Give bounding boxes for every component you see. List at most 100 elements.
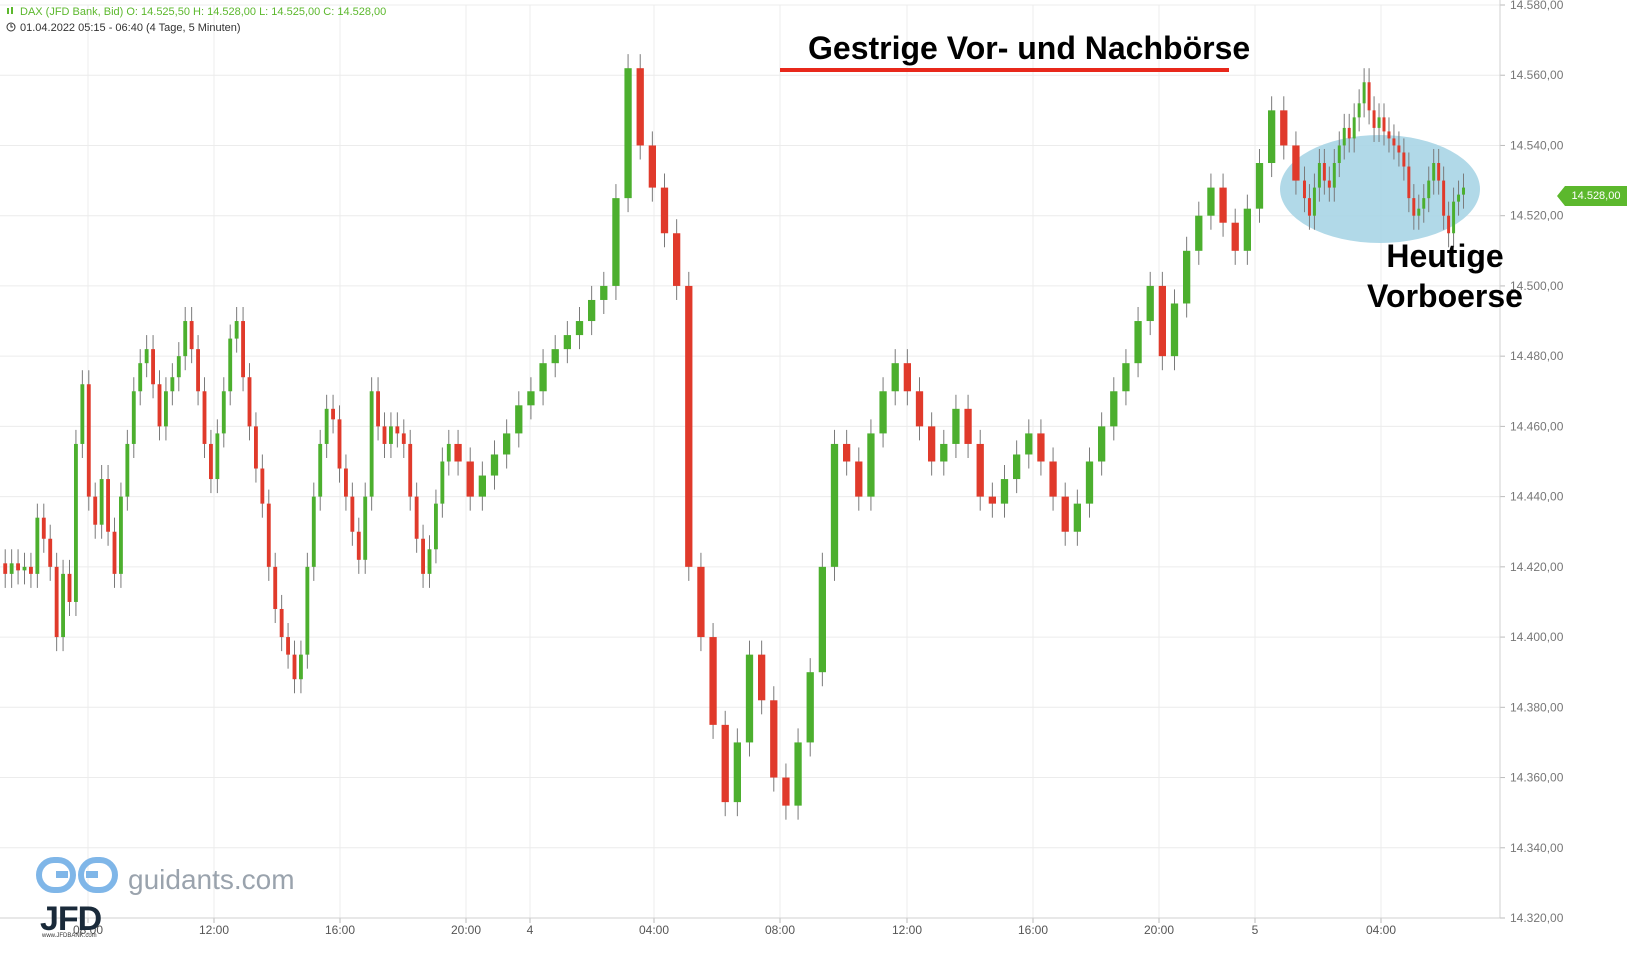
candle-body	[903, 363, 911, 392]
candle-body	[612, 198, 620, 286]
candle-body	[1432, 163, 1436, 181]
x-tick-label: 12:00	[892, 923, 922, 937]
candle-body	[673, 233, 681, 286]
x-tick-label: 12:00	[199, 923, 229, 937]
current-price-tag: 14.528,00	[1557, 186, 1627, 206]
candle-body	[855, 461, 863, 497]
candle-body	[818, 566, 826, 673]
candle-body	[86, 384, 91, 497]
candle-body	[454, 443, 462, 462]
candle-body	[157, 384, 162, 427]
candle-body	[928, 426, 936, 462]
candle-body	[215, 433, 220, 480]
annotation-title: Gestrige Vor- und Nachbörse	[808, 30, 1251, 66]
candle-body	[305, 566, 310, 655]
candle-body	[515, 405, 523, 434]
candle-body	[311, 496, 316, 567]
candle-body	[138, 363, 143, 392]
x-tick-label: 16:00	[1018, 923, 1048, 937]
candle-body	[344, 468, 348, 497]
candle-body	[292, 654, 297, 680]
candle-body	[1312, 187, 1316, 216]
candle-body	[1322, 163, 1326, 181]
candle-body	[976, 443, 984, 497]
candle-body	[144, 349, 149, 364]
candle-body	[1352, 117, 1356, 139]
candle-body	[93, 496, 98, 525]
annotation-subtitle-line2: Vorboerse	[1367, 278, 1523, 314]
candle-body	[1337, 145, 1341, 164]
candle-body	[600, 285, 608, 300]
y-tick-label: 14.400,00	[1510, 630, 1564, 644]
candlestick-icon	[6, 6, 16, 19]
y-tick-label: 14.540,00	[1510, 138, 1564, 152]
candle-body	[636, 68, 644, 146]
highlight-ellipse	[1280, 135, 1480, 243]
candle-body	[1327, 180, 1331, 188]
candle-body	[891, 363, 899, 392]
candle-body	[1134, 321, 1142, 364]
candle-body	[427, 549, 432, 574]
candle-body	[1302, 180, 1306, 199]
candle-body	[363, 496, 368, 560]
candle-body	[551, 349, 559, 364]
candle-body	[1407, 166, 1411, 199]
candle-body	[1442, 180, 1446, 216]
candle-body	[1013, 454, 1021, 480]
candle-body	[266, 503, 271, 567]
candle-body	[183, 321, 188, 357]
candle-body	[440, 461, 445, 504]
annotation-subtitle: Heutige Vorboerse	[1340, 236, 1550, 316]
candle-body	[1447, 215, 1451, 234]
candle-body	[260, 468, 265, 504]
range-header: 01.04.2022 05:15 - 06:40 (4 Tage, 5 Minu…	[6, 22, 241, 35]
x-tick-label: 04:00	[639, 923, 669, 937]
candle-body	[1000, 479, 1009, 504]
x-tick-label: 08:00	[73, 923, 103, 937]
candle-body	[279, 608, 284, 638]
candle-body	[1183, 250, 1191, 304]
candle-body	[382, 426, 387, 444]
candle-body	[395, 426, 400, 434]
candle-body	[408, 443, 413, 497]
candle-body	[318, 443, 323, 497]
candle-body	[782, 777, 790, 806]
candle-body	[228, 338, 233, 392]
candle-body	[48, 538, 53, 567]
candle-body	[466, 461, 474, 497]
candle-body	[3, 563, 8, 574]
x-tick-label: 4	[527, 923, 534, 937]
candle-body	[563, 335, 571, 350]
candle-body	[1457, 194, 1461, 202]
candle-body	[1372, 110, 1376, 128]
candle-body	[721, 724, 729, 803]
candle-body	[709, 637, 717, 725]
x-tick-label: 16:00	[325, 923, 355, 937]
guidants-logo-icon	[36, 856, 118, 903]
candle-body	[376, 391, 380, 427]
candle-body	[234, 321, 239, 339]
annotation-subtitle-line1: Heutige	[1386, 238, 1504, 274]
candle-body	[54, 566, 59, 638]
x-tick-label: 08:00	[765, 923, 795, 937]
candle-body	[324, 408, 329, 444]
candle-body	[414, 496, 419, 539]
candle-body	[67, 573, 72, 602]
candle-body	[369, 391, 374, 497]
candle-body	[170, 377, 175, 392]
candle-body	[1025, 433, 1033, 455]
candle-body	[299, 654, 303, 680]
candle-body	[685, 285, 693, 567]
candle-body	[176, 356, 181, 378]
candle-body	[1207, 187, 1215, 216]
candle-body	[490, 454, 499, 476]
candle-body	[478, 475, 486, 497]
candle-body	[1462, 187, 1466, 195]
candle-body	[1417, 208, 1421, 216]
candle-body	[915, 391, 924, 427]
candle-body	[745, 654, 754, 743]
candle-body	[503, 433, 511, 455]
guidants-site-text: guidants.com	[128, 864, 295, 895]
candle-body	[879, 391, 887, 434]
